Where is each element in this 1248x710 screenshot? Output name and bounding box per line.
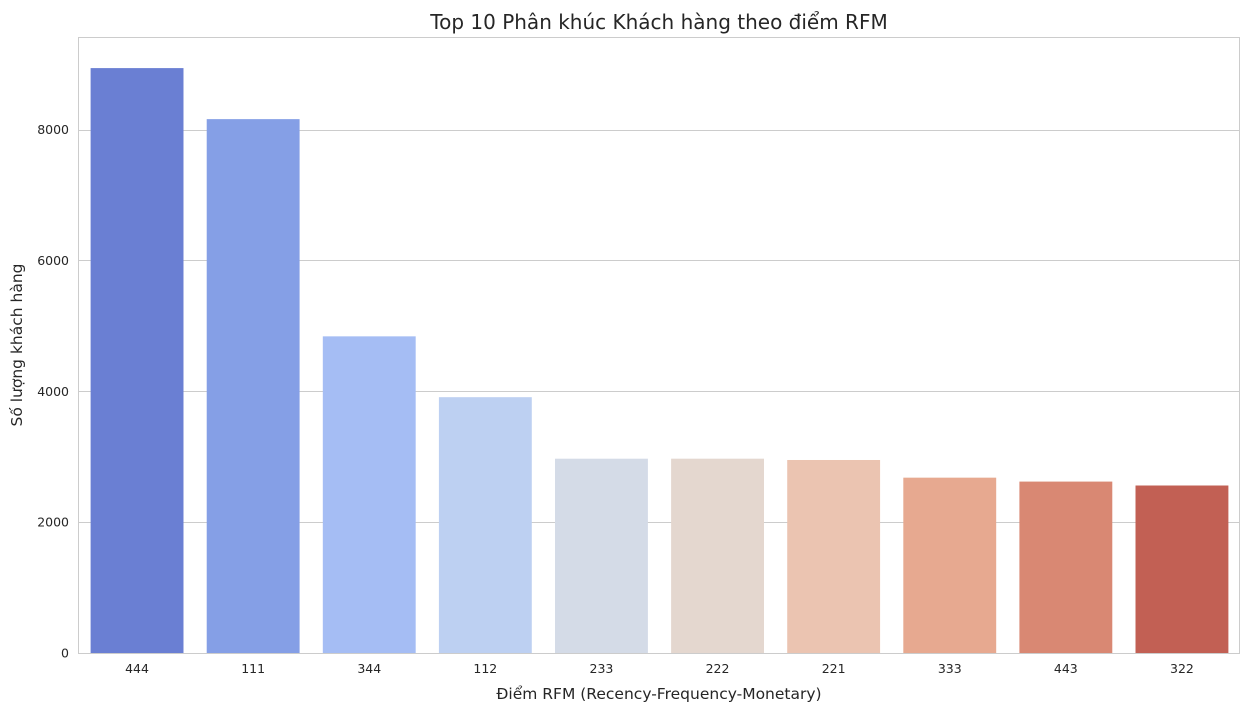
x-axis-label: Điểm RFM (Recency-Frequency-Monetary) [496,685,821,703]
plot-frame [78,37,1240,654]
bar-233 [555,458,648,653]
y-tick-label: 8000 [37,122,69,137]
x-tick-label: 111 [241,661,265,676]
x-axis-ticks: 444 111 344 112 233 222 221 333 443 322 [125,661,1194,676]
bar-444 [90,68,184,653]
bar-112 [438,397,532,653]
y-tick-label: 4000 [37,384,69,399]
bar-111 [206,119,300,653]
bar-344 [322,336,416,653]
x-tick-label: 322 [1170,661,1194,676]
x-tick-label: 444 [125,661,149,676]
chart-title: Top 10 Phân khúc Khách hàng theo điểm RF… [429,10,887,34]
y-axis-label: Số lượng khách hàng [8,263,26,426]
x-tick-label: 112 [473,661,497,676]
y-tick-label: 6000 [37,253,69,268]
x-tick-label: 221 [822,661,846,676]
x-tick-label: 222 [706,661,730,676]
y-tick-label: 0 [61,646,69,661]
bars [90,68,1229,653]
x-tick-label: 443 [1054,661,1078,676]
bar-443 [1019,481,1113,653]
bar-333 [903,477,997,653]
bar-222 [671,458,764,653]
y-axis-ticks: 0 2000 4000 6000 8000 [37,122,69,660]
bar-221 [787,459,881,653]
bar-322 [1135,485,1229,653]
x-tick-label: 333 [938,661,962,676]
x-tick-label: 233 [590,661,614,676]
x-tick-label: 344 [357,661,381,676]
y-tick-label: 2000 [37,515,69,530]
